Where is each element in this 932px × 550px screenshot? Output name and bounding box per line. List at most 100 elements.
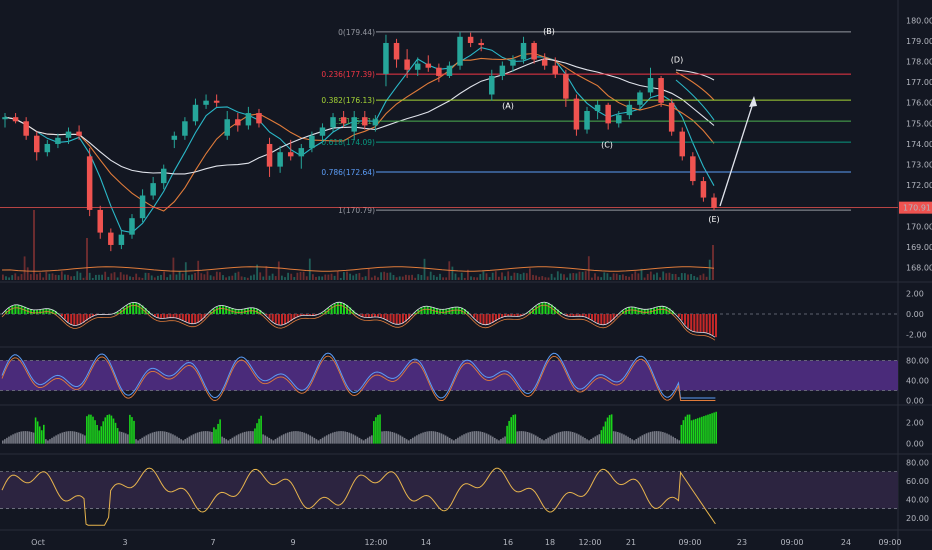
volume-bar [188, 275, 190, 280]
histogram-bar [446, 436, 449, 444]
volume-bar [553, 277, 556, 280]
candle-body [711, 197, 717, 208]
momentum-bar [88, 314, 91, 319]
volume-bar [11, 275, 14, 280]
volume-bar [696, 277, 699, 280]
histogram-bar [299, 431, 301, 444]
last-price-label: 170.91 [903, 204, 931, 213]
volume-bar [243, 277, 246, 280]
histogram-bar [522, 431, 525, 444]
histogram-bar [416, 435, 418, 444]
volume-bar [153, 277, 156, 280]
candle-body [404, 59, 410, 70]
histogram-bar [311, 436, 314, 444]
histogram-bar [614, 431, 617, 444]
histogram-bar [383, 431, 385, 444]
volume-bar [194, 272, 196, 280]
histogram-bar [229, 439, 232, 444]
volume-bar [268, 275, 271, 280]
histogram-bar [131, 417, 133, 444]
histogram-bar [307, 434, 310, 444]
histogram-bar [215, 429, 217, 444]
histogram-bar [321, 437, 324, 444]
histogram-bar [430, 431, 433, 444]
histogram-bar [135, 439, 137, 444]
histogram-bar [526, 431, 529, 444]
volume-bar [299, 271, 302, 280]
histogram-bar [276, 437, 279, 444]
volume-bar [653, 274, 655, 280]
momentum-bar [587, 314, 590, 319]
histogram-bar [172, 434, 174, 444]
volume-bar [315, 276, 317, 280]
histogram-bar [100, 426, 102, 444]
last-price-tag: 170.91 [0, 201, 932, 214]
momentum-bar [423, 306, 426, 314]
price-tick-label: 169.00 [906, 243, 932, 252]
rsi-band [0, 471, 898, 509]
histogram-bar [557, 432, 560, 444]
momentum-bar [147, 311, 150, 314]
momentum-bar [708, 314, 711, 334]
momentum-bar [535, 306, 538, 314]
volume-bar [566, 277, 568, 280]
histogram-bar [137, 440, 139, 444]
candle-body [658, 78, 664, 103]
momentum-bar [591, 314, 593, 320]
histogram-bar [323, 436, 326, 444]
candle-body [668, 102, 675, 132]
candle-body [2, 117, 8, 120]
projection-arrow [719, 96, 757, 207]
volume-bar [569, 273, 572, 280]
histogram-bar [75, 431, 78, 444]
histogram-bar [256, 423, 258, 444]
histogram-bar [327, 434, 330, 444]
histogram-bar [38, 426, 41, 444]
momentum-bar [308, 314, 311, 316]
momentum-bar [79, 314, 82, 325]
momentum-bar [479, 314, 482, 324]
histogram-tick-label: 0.00 [906, 440, 924, 449]
fib-level-label: 1(170.79) [338, 206, 375, 215]
momentum-bar [343, 303, 345, 314]
histogram-bar [711, 413, 713, 444]
histogram-bar [254, 428, 256, 444]
histogram-bar [500, 439, 502, 444]
volume-bar [612, 273, 615, 280]
momentum-bar [200, 314, 203, 321]
volume-bar [219, 272, 221, 280]
volume-bar [352, 275, 355, 280]
histogram-bar [617, 432, 619, 444]
histogram-bar [639, 436, 642, 444]
momentum-bar [287, 314, 290, 323]
momentum-bar [646, 309, 649, 314]
histogram-bar [305, 433, 307, 444]
candle-body [192, 104, 199, 122]
momentum-bar [70, 314, 73, 325]
momentum-bar [569, 314, 572, 317]
histogram-bar [680, 424, 683, 444]
candle-body [298, 148, 305, 157]
candle-body [224, 119, 230, 136]
volume-bar [126, 274, 128, 280]
histogram-bar [24, 431, 27, 444]
histogram-bar [116, 428, 119, 444]
volume-bar [510, 275, 513, 280]
histogram-bar [194, 433, 197, 444]
volume-bar [312, 274, 314, 280]
momentum-bar [203, 314, 206, 319]
volume-bar [107, 276, 110, 280]
histogram-bar [377, 414, 379, 444]
histogram-bar [231, 437, 234, 444]
histogram-bar [145, 435, 148, 444]
momentum-bar [386, 314, 389, 320]
histogram-bar [245, 431, 248, 444]
histogram-bar [481, 431, 484, 444]
momentum-bar [476, 314, 479, 321]
volume-bar [513, 272, 516, 280]
histogram-bar [655, 431, 658, 444]
momentum-bar [566, 314, 569, 316]
histogram-bar [666, 433, 668, 444]
histogram-bar [498, 440, 500, 444]
momentum-bar [668, 308, 671, 314]
